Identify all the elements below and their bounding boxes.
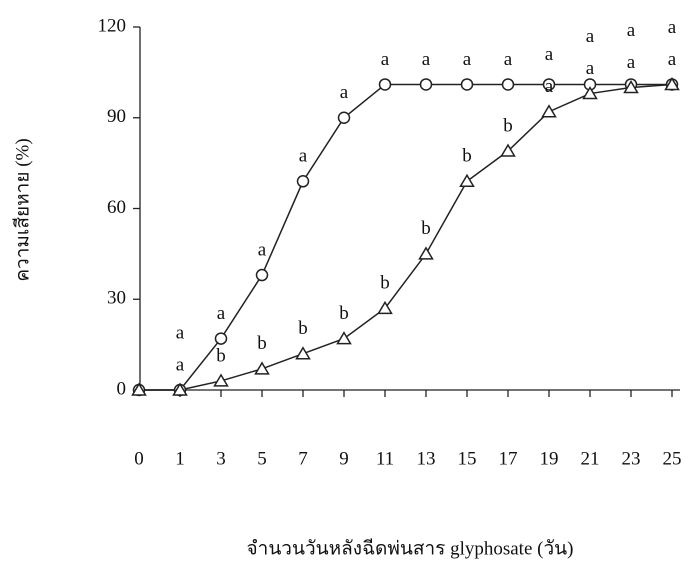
significance-label: b [380,273,390,294]
point [254,361,270,375]
significance-label: a [627,20,636,41]
y-tick-label: 120 [98,15,127,36]
significance-label: a [586,58,595,79]
significance-label: a [381,49,390,70]
x-tick-label: 0 [134,448,144,469]
point [459,173,475,188]
point [172,382,188,396]
significance-label: a [545,44,554,65]
point [542,78,556,91]
point [255,268,269,282]
point [501,78,515,91]
significance-label: a [504,49,513,70]
point [378,78,392,91]
x-tick-label: 15 [458,448,477,469]
significance-label: b [503,115,513,136]
x-tick-label: 19 [540,448,559,469]
y-tick-label: 30 [107,288,126,309]
significance-label: b [339,303,349,324]
point [582,86,598,100]
significance-label: a [586,26,595,47]
significance-label: a [545,76,554,97]
x-tick-label: 11 [376,448,394,469]
y-tick-label: 60 [107,197,126,218]
point [377,300,393,315]
point [460,78,474,91]
significance-label: a [668,49,677,70]
x-tick-label: 17 [499,448,518,469]
x-tick-label: 23 [622,448,641,469]
significance-label: a [422,49,431,70]
significance-label: b [216,345,226,366]
significance-label: b [462,146,472,167]
x-tick-label: 3 [216,448,226,469]
point [418,246,434,260]
significance-label: b [421,218,431,239]
series-line [139,83,673,391]
point [296,175,310,188]
point [664,77,680,91]
significance-label: a [217,303,226,324]
point [623,80,639,94]
x-tick-label: 1 [175,448,185,469]
x-tick-label: 13 [417,448,436,469]
point [419,78,433,91]
point [214,332,228,345]
point [213,373,229,387]
significance-label: a [340,82,349,103]
point [500,143,516,157]
significance-label: b [298,318,308,339]
x-tick-label: 21 [581,448,600,469]
y-tick-label: 0 [117,378,127,399]
y-tick-label: 90 [107,106,126,127]
significance-label: a [299,146,308,167]
x-axis-label: จำนวนวันหลังฉีดพ่นสาร glyphosate (วัน) [247,537,574,559]
significance-label: a [668,17,677,38]
x-tick-label: 5 [257,448,267,469]
x-tick-label: 25 [663,448,682,469]
point [295,346,311,360]
significance-label: a [463,49,472,70]
y-axis-label: ความเสียหาย (%) [11,138,33,281]
x-tick-label: 9 [339,448,349,469]
significance-label: a [627,52,636,73]
point [336,331,352,345]
point [541,104,557,118]
point [337,111,351,124]
significance-label: a [258,239,267,260]
x-tick-label: 7 [298,448,308,469]
point [131,382,147,396]
significance-label: b [257,333,267,354]
significance-label: a [176,354,185,375]
series-line [139,83,672,391]
significance-label: a [176,322,185,343]
